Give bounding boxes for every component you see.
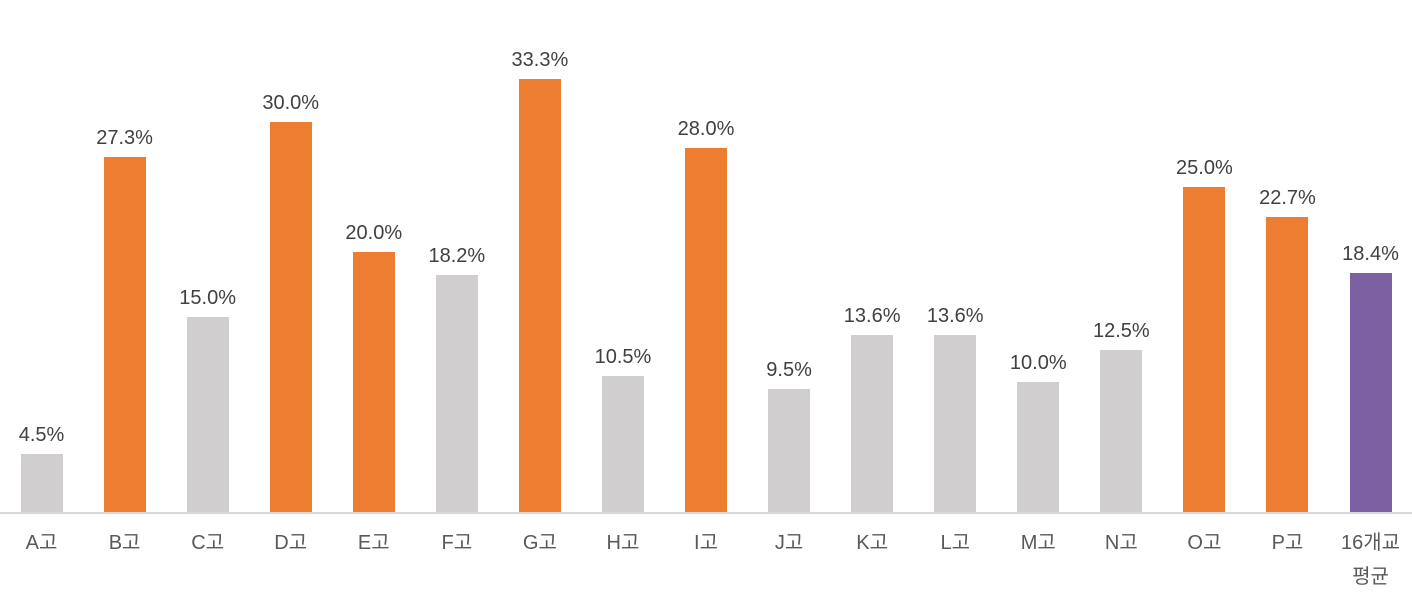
bar-value-label: 13.6% [843,305,901,328]
bar [186,317,229,512]
category-label: P고 [1271,532,1304,554]
category-label: D고 [274,532,308,554]
bar [435,275,478,512]
bar [768,388,811,512]
bar [352,252,395,512]
category-label: O고 [1187,532,1222,554]
category-label: I고 [694,532,719,554]
bar [1349,272,1392,512]
category-label: A고 [25,532,58,554]
bar-column: 20.0% [332,0,415,512]
bar-value-label: 15.0% [179,287,237,309]
bar [685,148,728,512]
bar-column: 18.4% [1329,0,1412,512]
category-label: L고 [940,532,970,554]
bar-column: 28.0% [665,0,748,512]
category-label: B고 [108,532,141,554]
category-label: H고 [606,532,640,554]
bar-value-label: 9.5% [766,358,812,381]
bar [103,157,146,512]
bar [1266,216,1309,512]
bar-value-label: 25.0% [1176,157,1233,179]
bar [1100,349,1143,512]
bar [1017,382,1060,512]
bar-column: 10.0% [997,0,1080,512]
bar [518,79,561,512]
bar [1183,187,1226,512]
bar-value-label: 33.3% [511,49,569,72]
bar-column: 22.7% [1246,0,1329,512]
category-label: C고 [191,532,225,554]
bar-column: 30.0% [249,0,332,512]
category-axis: A고 B고 C고 D고 E고 F고 G고 H고 I고 J고 K고 L고 M고 N고 O고 P고 16개교 평균 [0,514,1412,594]
bar-column: 18.2% [415,0,498,512]
bar-column: 27.3% [83,0,166,512]
bar [851,335,894,512]
bar-value-label: 10.5% [594,345,652,368]
bar [269,122,312,512]
bar-value-label: 30.0% [262,92,320,114]
bar-value-label: 10.0% [1009,352,1067,374]
category-label: J고 [774,532,804,554]
bar [601,375,644,512]
category-label: G고 [522,532,557,554]
bar-column: 13.6% [831,0,914,512]
category-label: K고 [856,532,889,554]
category-label: E고 [357,532,390,554]
bar-value-label: 18.2% [428,245,486,268]
bar [934,335,977,512]
category-label: 16개교 평균 [1341,532,1401,588]
bar-value-label: 18.4% [1342,242,1399,265]
bar-column: 33.3% [498,0,581,512]
plot-area: 4.5% 27.3% 15.0% 30.0% 20.0% 18.2% 33.3% 10.5% 2… [0,0,1412,514]
bar-column: 13.6% [914,0,997,512]
bar-column: 25.0% [1163,0,1246,512]
category-label: F고 [441,532,473,554]
bar-column: 10.5% [581,0,664,512]
bar-column: 4.5% [0,0,83,512]
category-label: M고 [1020,532,1056,554]
bar [20,453,63,512]
bar-column: 15.0% [166,0,249,512]
category-label: N고 [1104,532,1138,554]
bar-value-label: 20.0% [345,222,403,244]
bar-value-label: 27.3% [96,127,153,150]
bar-value-label: 12.5% [1092,319,1150,342]
bar-value-label: 4.5% [18,423,65,446]
bar-column: 12.5% [1080,0,1163,512]
bar-value-label: 22.7% [1259,186,1316,209]
bar-value-label: 13.6% [926,305,984,328]
bar-column: 9.5% [748,0,831,512]
bar-value-label: 28.0% [677,118,735,140]
